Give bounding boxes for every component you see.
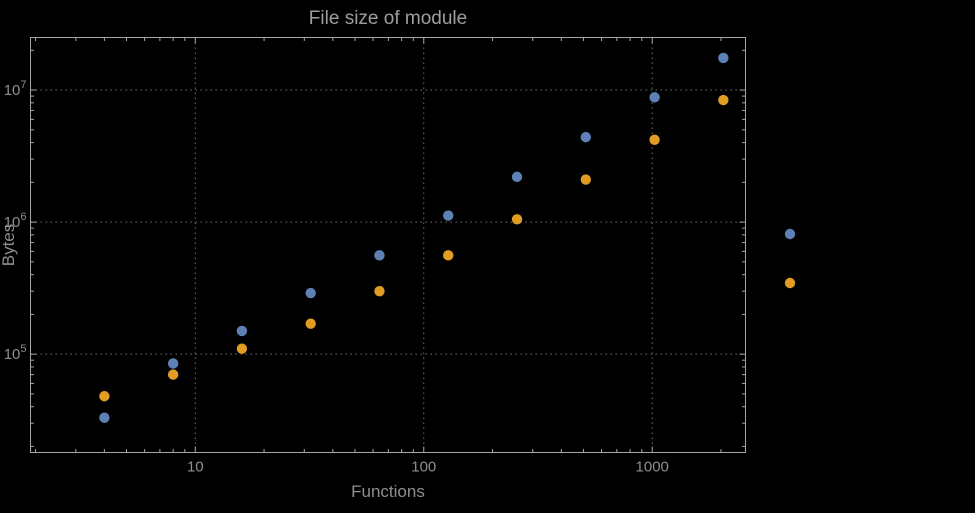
legend-marker bbox=[784, 277, 796, 289]
chart-generated-layer: 10 100 1000 105 106 107 bbox=[4, 37, 796, 476]
data-point-series-blue bbox=[99, 412, 110, 423]
data-point-series-orange bbox=[580, 174, 592, 185]
data-point-series-blue bbox=[374, 250, 385, 261]
data-point-series-orange bbox=[718, 94, 729, 106]
data-point-series-blue bbox=[305, 287, 316, 299]
plot-frame bbox=[30, 37, 746, 453]
data-point-series-orange bbox=[374, 285, 385, 297]
data-point-series-orange bbox=[167, 369, 179, 380]
y-tick-label: 106 bbox=[4, 211, 27, 231]
y-axis-label: Bytes bbox=[0, 224, 18, 267]
x-axis-label: Functions bbox=[351, 482, 425, 501]
data-point-series-blue bbox=[718, 52, 729, 64]
data-point-series-blue bbox=[649, 92, 660, 103]
chart-title: File size of module bbox=[309, 8, 467, 29]
data-point-series-orange bbox=[443, 250, 454, 261]
y-tick-label: 105 bbox=[4, 343, 27, 363]
data-point-series-blue bbox=[236, 325, 248, 337]
data-point-series-orange bbox=[511, 214, 523, 225]
data-point-series-blue bbox=[511, 171, 523, 183]
data-point-series-orange bbox=[305, 318, 316, 329]
data-point-series-blue bbox=[443, 210, 454, 221]
x-tick-label: 1000 bbox=[636, 459, 669, 476]
legend-marker bbox=[784, 228, 796, 240]
data-point-series-blue bbox=[167, 358, 179, 369]
data-point-series-orange bbox=[649, 134, 660, 146]
x-tick-label: 100 bbox=[411, 459, 436, 476]
x-tick-label: 10 bbox=[187, 459, 204, 476]
data-point-series-orange bbox=[236, 343, 248, 354]
data-point-series-blue bbox=[580, 131, 592, 143]
y-tick-label: 107 bbox=[4, 79, 27, 99]
data-point-series-orange bbox=[99, 391, 110, 402]
